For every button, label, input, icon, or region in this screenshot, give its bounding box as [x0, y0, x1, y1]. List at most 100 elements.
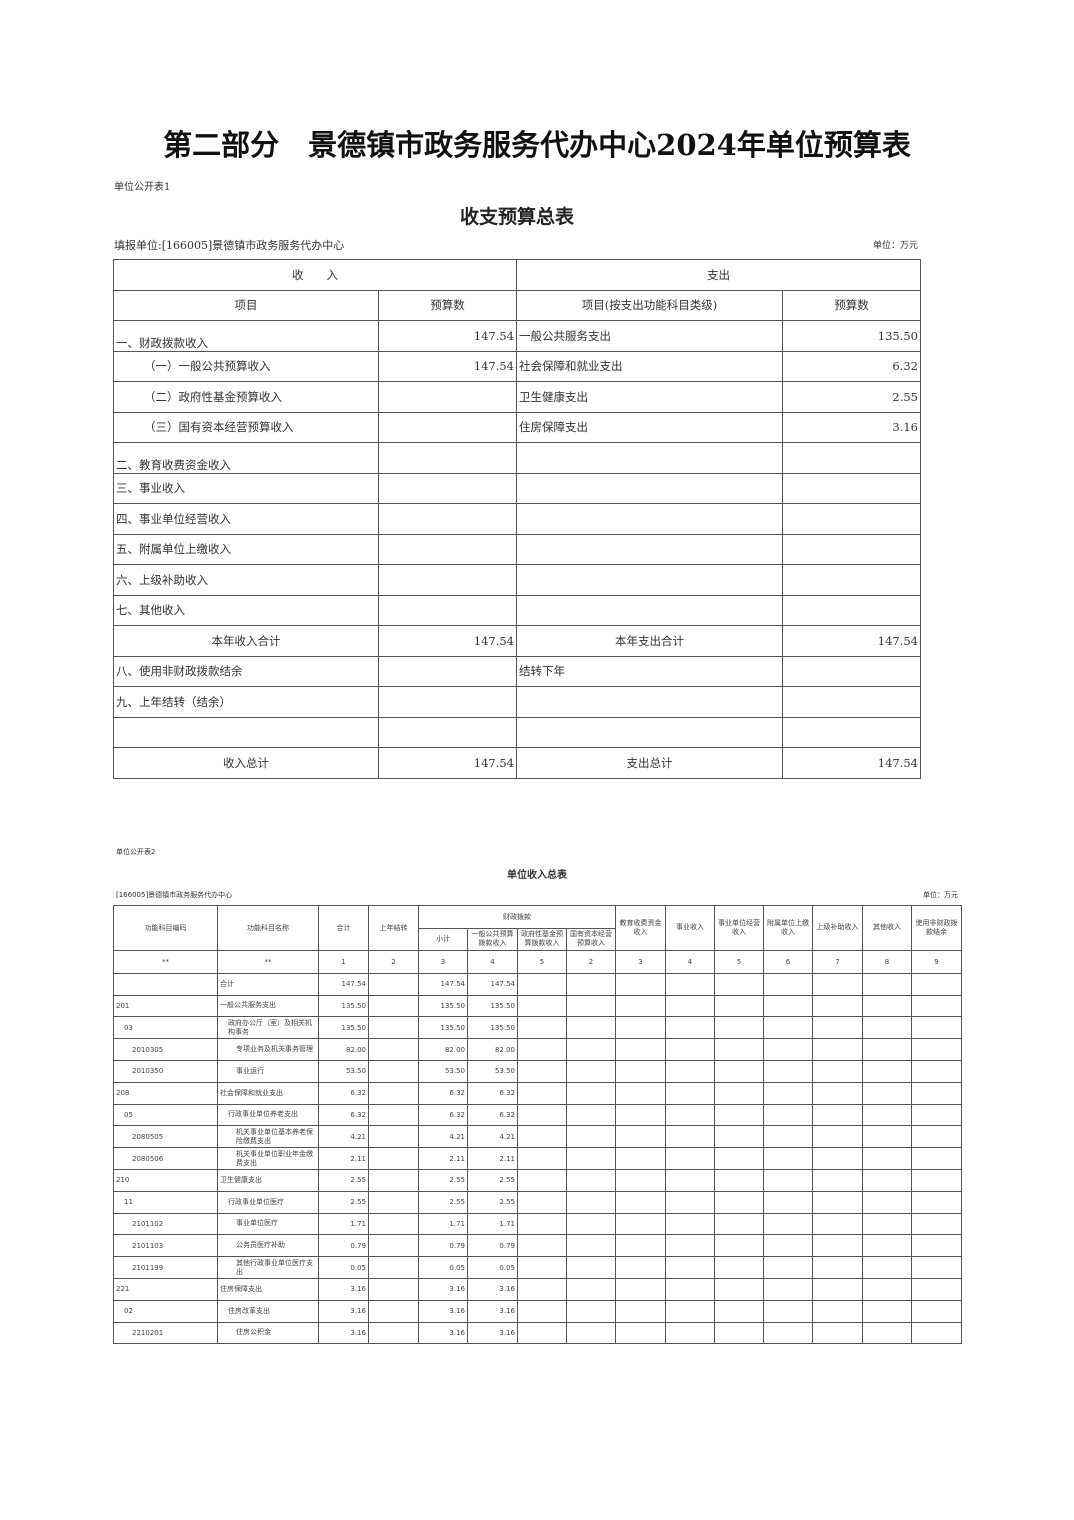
empty-cell	[763, 1103, 813, 1127]
expense-item: 住房保障支出	[516, 411, 783, 443]
income-amount: 147.54	[378, 320, 517, 352]
income-amount	[378, 716, 517, 748]
function-name: 事业单位医疗	[217, 1212, 319, 1236]
fiscal-subtotal: 3.16	[418, 1321, 468, 1345]
general-budget-amount: 147.54	[467, 972, 518, 996]
table-row: 03 政府办公厅（室）及相关机构事务 135.50 135.50 135.50	[113, 1016, 962, 1040]
header-expense: 支出	[516, 259, 921, 291]
header-code: 功能科目编码	[113, 905, 218, 951]
empty-cell	[862, 994, 912, 1018]
table-row: 2210201 住房公积金 3.16 3.16 3.16	[113, 1321, 962, 1345]
total-amount: 6.32	[318, 1081, 369, 1105]
header-nonfiscal: 使用非财政拨款结余	[911, 905, 962, 951]
expense-amount	[782, 686, 921, 718]
fiscal-subtotal: 2.11	[418, 1147, 468, 1170]
table2-unit-label: [166005]景德镇市政务服务代办中心	[116, 891, 233, 899]
income-amount	[378, 503, 517, 535]
empty-cell	[566, 1038, 616, 1061]
empty-cell	[862, 1038, 912, 1061]
empty-cell	[714, 994, 764, 1018]
expense-amount	[782, 655, 921, 687]
empty-cell	[615, 1125, 666, 1149]
expense-item	[516, 472, 783, 504]
empty-cell	[812, 1234, 863, 1258]
empty-cell	[517, 1016, 567, 1040]
total-amount: 3.16	[318, 1277, 369, 1301]
carry-amount	[368, 1038, 419, 1061]
table-row: 三、事业收入	[113, 472, 921, 504]
header-fiscal: 财政拨款	[418, 905, 616, 929]
expense-item	[516, 594, 783, 626]
income-summary-table: 功能科目编码 功能科目名称 合计 上年结转 财政拨款 教育收费资金收入 事业收入…	[113, 905, 962, 1345]
expense-item	[516, 533, 783, 565]
expense-item: 结转下年	[516, 655, 783, 687]
empty-cell	[566, 1190, 616, 1214]
empty-cell	[911, 1125, 962, 1149]
expense-amount	[782, 472, 921, 504]
function-name: 一般公共服务支出	[217, 994, 319, 1018]
general-budget-amount: 0.05	[467, 1256, 518, 1279]
empty-cell	[911, 972, 962, 996]
empty-cell	[812, 1103, 863, 1127]
empty-cell	[566, 1256, 616, 1279]
income-item: 六、上级补助收入	[113, 564, 379, 596]
carry-amount	[368, 1168, 419, 1192]
income-amount	[378, 442, 517, 474]
index-cell: 2	[368, 949, 419, 974]
general-budget-amount: 2.55	[467, 1168, 518, 1192]
general-budget-amount: 2.55	[467, 1190, 518, 1214]
index-cell: 8	[862, 949, 912, 974]
empty-cell	[517, 994, 567, 1018]
total-amount: 2.55	[318, 1168, 369, 1192]
table-header-row: 收 入 支出	[113, 259, 921, 291]
empty-cell	[517, 972, 567, 996]
table-header-row: 小计 一般公共预算拨款收入 政府性基金预算拨款收入 国有资本经营预算收入	[114, 928, 962, 951]
income-item: 八、使用非财政拨款结余	[113, 655, 379, 687]
empty-cell	[566, 1016, 616, 1040]
empty-cell	[566, 1212, 616, 1236]
function-name: 行政事业单位养老支出	[217, 1103, 319, 1127]
income-amount: 147.54	[378, 350, 517, 382]
function-code: 2101102	[113, 1212, 218, 1236]
empty-cell	[665, 1038, 715, 1061]
budget-summary-table: 收 入 支出 项目 预算数 项目(按支出功能科目类级) 预算数 一、财政拨款收入…	[113, 259, 921, 779]
empty-cell	[615, 1234, 666, 1258]
empty-cell	[763, 1038, 813, 1061]
income-item: 三、事业收入	[113, 472, 379, 504]
index-cell: 3	[615, 949, 666, 974]
index-cell: 4	[665, 949, 715, 974]
function-code: 201	[113, 994, 218, 1018]
general-budget-amount: 6.32	[467, 1103, 518, 1127]
fiscal-subtotal: 3.16	[418, 1277, 468, 1301]
table-row: 2010350 事业运行 53.50 53.50 53.50	[113, 1059, 962, 1083]
table-row: 四、事业单位经营收入	[113, 503, 921, 535]
table-row: 2080506 机关事业单位职业年金缴费支出 2.11 2.11 2.11	[113, 1147, 962, 1170]
total-amount: 53.50	[318, 1059, 369, 1083]
empty-cell	[862, 1168, 912, 1192]
carry-amount	[368, 1103, 419, 1127]
empty-cell	[714, 1016, 764, 1040]
index-cell: 7	[812, 949, 863, 974]
header-subsidy: 上级补助收入	[812, 905, 863, 951]
general-budget-amount: 3.16	[467, 1321, 518, 1345]
header-affiliated: 附属单位上缴收入	[763, 905, 813, 951]
function-name: 公务员医疗补助	[217, 1234, 319, 1258]
carry-amount	[368, 1190, 419, 1214]
general-budget-amount: 53.50	[467, 1059, 518, 1083]
header-cell: 预算数	[782, 289, 921, 321]
function-name: 行政事业单位医疗	[217, 1190, 319, 1214]
function-name: 其他行政事业单位医疗支出	[217, 1256, 319, 1279]
empty-cell	[566, 1059, 616, 1083]
empty-cell	[714, 1059, 764, 1083]
income-amount: 147.54	[378, 747, 517, 779]
index-cell: 9	[911, 949, 962, 974]
empty-cell	[517, 1190, 567, 1214]
empty-cell	[812, 1212, 863, 1236]
table-row: 2101102 事业单位医疗 1.71 1.71 1.71	[113, 1212, 962, 1236]
empty-cell	[615, 1147, 666, 1170]
header-cell: 预算数	[378, 289, 517, 321]
empty-cell	[812, 1277, 863, 1301]
total-amount: 0.05	[318, 1256, 369, 1279]
empty-cell	[862, 1321, 912, 1345]
empty-cell	[763, 1277, 813, 1301]
